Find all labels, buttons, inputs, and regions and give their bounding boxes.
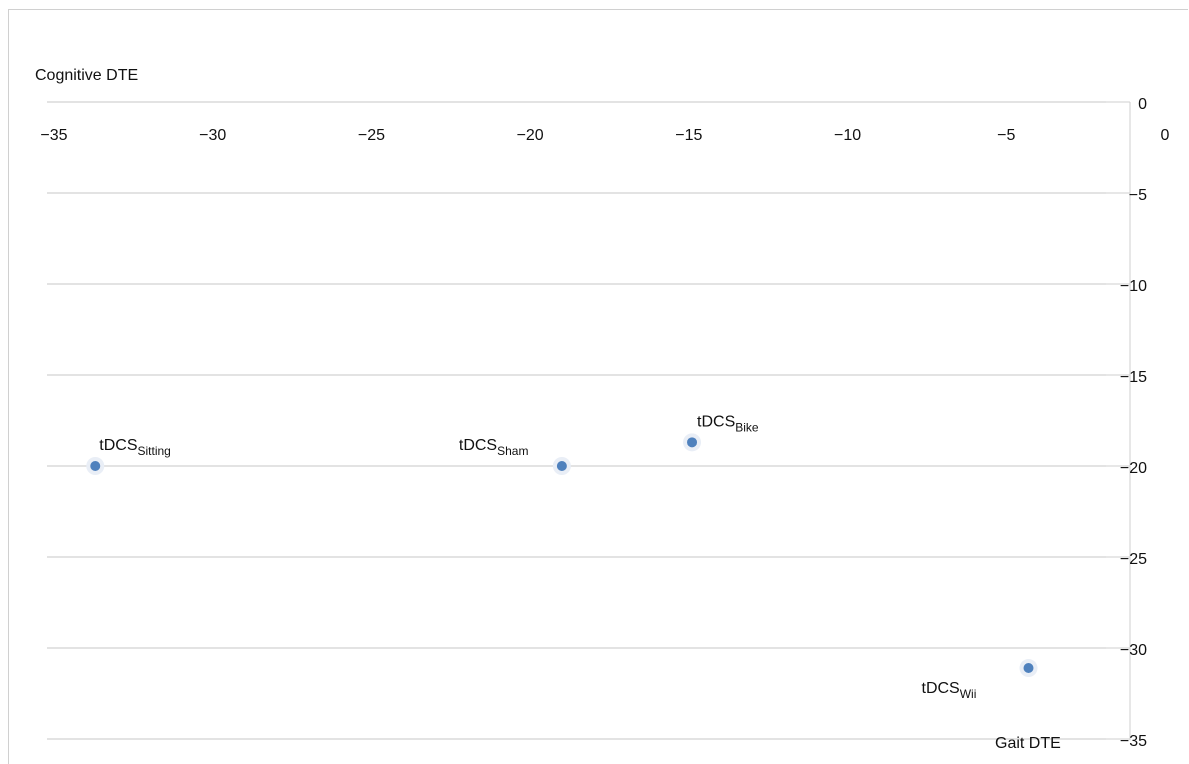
point-label: tDCSWii bbox=[922, 680, 977, 701]
point-label: tDCSBike bbox=[697, 413, 759, 434]
y-tick-label: −35 bbox=[1120, 733, 1147, 750]
gridlines bbox=[47, 101, 1131, 740]
data-point bbox=[1023, 663, 1034, 674]
y-tick-label: −30 bbox=[1120, 642, 1147, 659]
x-tick-label: −35 bbox=[40, 127, 67, 144]
data-points bbox=[86, 433, 1038, 678]
data-point bbox=[556, 461, 567, 471]
y-tick-label: 0 bbox=[1138, 96, 1147, 113]
y-tick-label: −10 bbox=[1120, 278, 1147, 295]
x-tick-label: −5 bbox=[997, 127, 1015, 144]
chart-frame bbox=[8, 9, 1188, 764]
data-point bbox=[90, 461, 101, 471]
x-tick-label: 0 bbox=[1161, 127, 1170, 144]
y-tick-labels: 0 −5 −10 −15 −20 −25 −30 −35 bbox=[1120, 96, 1147, 750]
x-tick-label: −10 bbox=[834, 127, 861, 144]
x-tick-label: −30 bbox=[199, 127, 226, 144]
y-tick-label: −15 bbox=[1120, 369, 1147, 386]
point-label: tDCSSham bbox=[459, 437, 529, 458]
y-tick-label: −20 bbox=[1120, 460, 1147, 477]
point-labels: tDCSSitting tDCSSham tDCSBike tDCSWii bbox=[99, 413, 976, 701]
point-label: tDCSSitting bbox=[99, 437, 171, 458]
y-axis-title: Cognitive DTE bbox=[35, 67, 138, 84]
x-tick-labels: −35 −30 −25 −20 −15 −10 −5 0 bbox=[40, 127, 1169, 144]
x-tick-label: −15 bbox=[675, 127, 702, 144]
y-tick-label: −5 bbox=[1129, 187, 1147, 204]
data-point bbox=[687, 437, 698, 448]
x-tick-label: −25 bbox=[358, 127, 385, 144]
y-tick-label: −25 bbox=[1120, 551, 1147, 568]
x-axis-title: Gait DTE bbox=[995, 735, 1061, 752]
x-tick-label: −20 bbox=[517, 127, 544, 144]
